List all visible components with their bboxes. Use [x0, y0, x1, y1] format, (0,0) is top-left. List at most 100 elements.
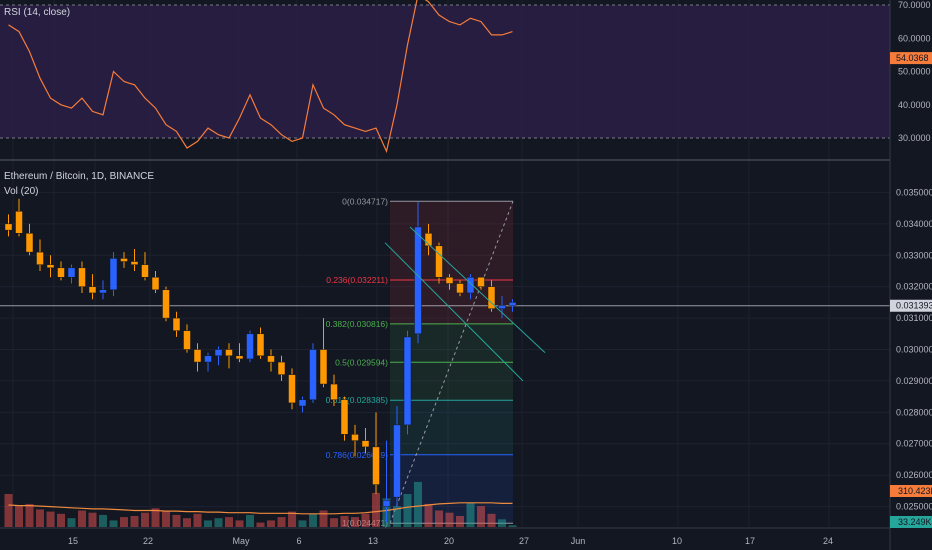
- candle-body: [267, 355, 275, 363]
- volume-bar: [67, 518, 76, 527]
- x-axis-tick-label: 6: [296, 536, 301, 546]
- volume-bar: [183, 518, 191, 527]
- rsi-y-tick-label: 60.0000: [898, 33, 931, 43]
- candle-body: [235, 355, 244, 360]
- candle-body: [246, 333, 254, 360]
- candle-body: [414, 226, 422, 335]
- candle-body: [435, 245, 443, 278]
- x-axis-tick-label: 13: [368, 536, 378, 546]
- price-y-tick-label: 0.030000: [896, 345, 932, 355]
- x-axis-tick-label: May: [232, 536, 250, 546]
- candle-body: [372, 446, 380, 485]
- candle-body: [99, 289, 107, 294]
- fib-level-label: 0(0.034717): [342, 196, 388, 206]
- volume-bar: [246, 514, 254, 527]
- candle-body: [477, 276, 485, 287]
- rsi-band: [0, 4, 890, 139]
- price-y-tick-label: 0.031000: [896, 313, 932, 323]
- volume-bar: [309, 513, 317, 527]
- volume-bar: [256, 522, 265, 527]
- volume-bar: [25, 503, 34, 527]
- candle-body: [498, 305, 506, 309]
- volume-last-tag: [890, 516, 932, 528]
- rsi-value-tag: [890, 52, 932, 65]
- fib-level-label: 0.618(0.028385): [326, 395, 389, 405]
- candle-body: [330, 383, 338, 401]
- volume-bar: [361, 513, 370, 527]
- volume-title[interactable]: Vol (20): [4, 186, 39, 197]
- volume-bar: [46, 511, 55, 527]
- volume-bar: [36, 509, 44, 527]
- candle-body: [15, 211, 23, 234]
- x-axis-tick-label: 20: [444, 536, 454, 546]
- candle-body: [25, 233, 34, 253]
- volume-bar: [235, 520, 244, 527]
- volume-bar: [487, 513, 496, 527]
- fib-level-label: 0.382(0.030816): [326, 319, 389, 329]
- volume-bar: [393, 506, 401, 527]
- channel-upper-line: [409, 226, 546, 354]
- volume-bar: [319, 510, 328, 527]
- fib-zone: [390, 201, 513, 281]
- candle-body: [141, 264, 149, 278]
- volume-bar: [466, 502, 475, 527]
- fib-level-label: 0.236(0.032211): [326, 275, 388, 285]
- descending-channel: [384, 226, 546, 382]
- volume-bar: [445, 512, 454, 527]
- rsi-y-tick-label: 30.0000: [898, 133, 931, 143]
- rsi-title[interactable]: RSI (14, close): [4, 7, 71, 18]
- candle-body: [204, 355, 212, 363]
- channel-lower-line: [384, 242, 524, 382]
- volume-bar: [120, 517, 128, 527]
- candle-body: [193, 349, 202, 363]
- price-y-tick-label: 0.033000: [896, 250, 932, 260]
- volume-bar: [298, 520, 307, 527]
- candle-body: [298, 399, 307, 407]
- candle-body: [36, 251, 44, 265]
- volume-bar: [277, 517, 286, 527]
- candle-body: [183, 330, 191, 350]
- y-axis-panel: [890, 0, 932, 550]
- candle-body: [214, 349, 223, 357]
- price-title[interactable]: Ethereum / Bitcoin, 1D, BINANCE: [4, 171, 155, 182]
- candle-body: [277, 361, 286, 375]
- x-axis-tick-label: 10: [672, 536, 682, 546]
- candle-body: [130, 261, 139, 265]
- volume-bar: [414, 481, 422, 527]
- candle-body: [319, 349, 328, 385]
- candle-body: [172, 317, 181, 331]
- candle-body: [382, 500, 391, 507]
- price-y-tick-label: 0.032000: [896, 282, 932, 292]
- candle-body: [162, 289, 170, 319]
- volume-bar: [99, 514, 107, 527]
- volume-bar: [498, 519, 506, 527]
- current-price-tag: [890, 299, 932, 312]
- fib-level-label: 0.786(0.026649): [326, 450, 389, 460]
- volume-bar: [351, 517, 359, 527]
- volume-bar: [15, 506, 23, 527]
- volume-ma-tag: [890, 485, 932, 497]
- candle-body: [4, 223, 13, 231]
- candle-body: [78, 267, 86, 287]
- volume-bar: [193, 513, 202, 527]
- fib-level-label: 0.5(0.029594): [335, 357, 388, 367]
- price-y-tick-label: 0.029000: [896, 376, 932, 386]
- candle-body: [403, 336, 412, 426]
- volume-bar: [288, 511, 296, 527]
- volume-bar: [477, 506, 485, 527]
- candle-body: [57, 267, 65, 278]
- volume-bar: [141, 512, 149, 527]
- candle-body: [46, 264, 55, 269]
- volume-bar: [151, 508, 160, 527]
- volume-bar: [172, 514, 181, 527]
- volume-bar: [424, 503, 433, 527]
- volume-bar: [88, 512, 97, 527]
- candle-body: [361, 440, 370, 448]
- candle-body: [109, 258, 118, 291]
- volume-bar: [204, 520, 212, 527]
- price-y-tick-label: 0.028000: [896, 407, 932, 417]
- candle-body: [351, 434, 359, 441]
- price-y-tick-label: 0.034000: [896, 219, 932, 229]
- current-price-label: 0.031393: [896, 301, 932, 311]
- price-y-tick-label: 0.025000: [896, 502, 932, 512]
